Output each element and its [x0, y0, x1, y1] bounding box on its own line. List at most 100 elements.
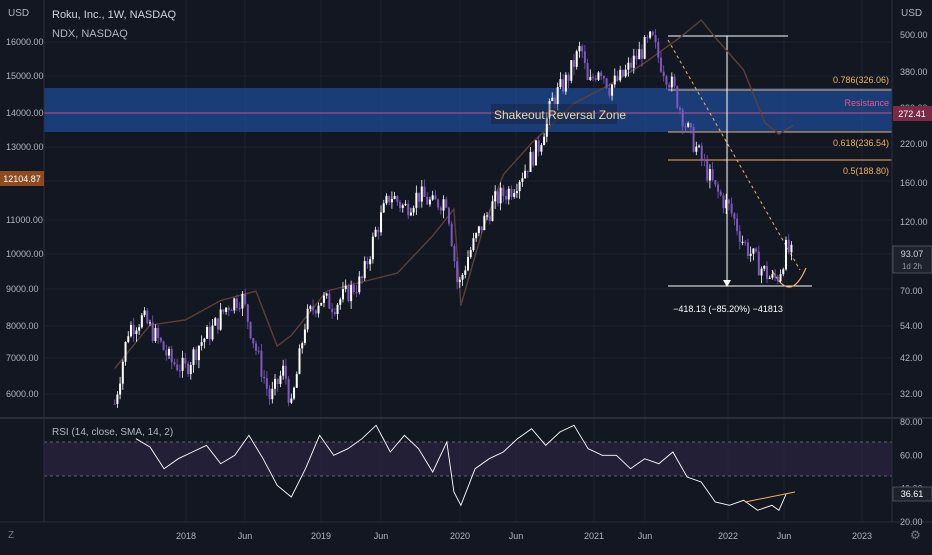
candle-body: [722, 195, 725, 209]
candle-body: [339, 299, 342, 305]
candle-body: [159, 337, 162, 342]
candle-body: [524, 170, 527, 179]
candle-body: [763, 265, 766, 269]
candle-body: [605, 78, 608, 88]
shakeout-zone: [44, 88, 892, 132]
candle-body: [200, 342, 203, 346]
candle-body: [388, 195, 391, 203]
candle-body: [507, 188, 510, 200]
rsi-tick: 20.00: [900, 517, 923, 527]
candle-body: [703, 159, 706, 161]
candle-body: [602, 76, 605, 79]
candle-body: [562, 79, 565, 92]
rsi-tick: 60.00: [900, 450, 923, 460]
candle-body: [564, 74, 567, 92]
candle-body: [749, 253, 752, 257]
candle-body: [113, 403, 116, 405]
candle-body: [439, 207, 442, 211]
candle-body: [730, 203, 733, 214]
time-tick: Jun: [374, 531, 389, 541]
resistance-badge-bg: [893, 106, 932, 121]
gear-icon[interactable]: ⚙: [910, 528, 921, 542]
candle-body: [377, 229, 380, 233]
fib-levels: [668, 35, 892, 287]
rsi-line: [135, 424, 787, 511]
candle-body: [649, 31, 652, 38]
roku-last-value: 93.07: [901, 249, 924, 259]
right-tick: 500.00: [900, 30, 928, 40]
candle-body: [135, 330, 138, 335]
candle-body: [284, 365, 287, 379]
candle-body: [771, 274, 774, 278]
candle-body: [578, 46, 581, 52]
candle-body: [328, 293, 331, 309]
candle-body: [635, 55, 638, 60]
candle-body: [442, 199, 445, 211]
candle-body: [529, 152, 532, 172]
candle-body: [216, 318, 219, 330]
candle-body: [543, 136, 546, 146]
candle-body: [510, 188, 513, 197]
candle-body: [241, 293, 244, 309]
candle-body: [676, 86, 679, 108]
timezone-button[interactable]: Z: [8, 530, 15, 541]
candle-body: [124, 342, 127, 362]
candle-body: [233, 298, 236, 311]
candle-body: [227, 307, 230, 310]
candle-body: [450, 223, 453, 247]
candle-body: [475, 233, 478, 239]
countdown: 1d 2h: [902, 262, 922, 271]
resistance-label: Resistance: [844, 98, 889, 108]
candle-body: [404, 203, 407, 206]
time-tick: 2022: [718, 531, 738, 541]
rsi-label[interactable]: RSI (14, close, SMA, 14, 2): [52, 427, 174, 438]
candle-body: [488, 215, 491, 221]
candle-body: [657, 42, 660, 58]
candle-body: [477, 226, 480, 234]
fib-05-label: 0.5(188.80): [843, 166, 889, 176]
candle-body: [640, 49, 643, 59]
candle-body: [208, 327, 211, 340]
roku-last-badge: 93.07 1d 2h: [892, 245, 932, 274]
candle-body: [630, 62, 633, 68]
right-unit: USD: [901, 8, 923, 19]
candle-body: [374, 229, 377, 237]
candle-body: [268, 388, 271, 400]
symbol-title[interactable]: Roku, Inc., 1W, NASDAQ: [52, 9, 177, 21]
candle-body: [341, 289, 344, 300]
candle-body: [545, 117, 548, 137]
candle-body: [708, 169, 711, 181]
compare-symbol[interactable]: NDX, NASDAQ: [52, 28, 128, 40]
candle-body: [168, 349, 171, 356]
candle-body: [214, 318, 217, 326]
candle-body: [361, 276, 363, 279]
candle-body: [513, 193, 516, 197]
candles: [113, 28, 793, 408]
candle-body: [249, 321, 252, 339]
candle-body: [567, 74, 570, 81]
candle-body: [619, 69, 622, 81]
candle-body: [382, 203, 385, 213]
candle-body: [755, 248, 758, 252]
candle-body: [263, 376, 266, 379]
candle-body: [502, 187, 505, 196]
fib-0618-label: 0.618(236.54): [833, 138, 889, 148]
candle-body: [681, 109, 684, 127]
candle-body: [706, 160, 709, 181]
left-tick: 13000.00: [6, 142, 44, 152]
candle-body: [309, 306, 312, 309]
candle-body: [322, 295, 325, 303]
candle-body: [782, 269, 785, 275]
candle-body: [187, 363, 190, 375]
right-tick: 380.00: [900, 67, 928, 77]
candle-body: [282, 365, 285, 376]
candle-body: [646, 37, 649, 39]
candle-body: [369, 259, 372, 265]
candle-body: [157, 328, 160, 338]
left-tick: 16000.00: [6, 37, 44, 47]
candle-body: [662, 71, 665, 77]
candle-body: [222, 309, 225, 312]
candle-body: [206, 327, 209, 339]
candle-body: [575, 51, 578, 67]
